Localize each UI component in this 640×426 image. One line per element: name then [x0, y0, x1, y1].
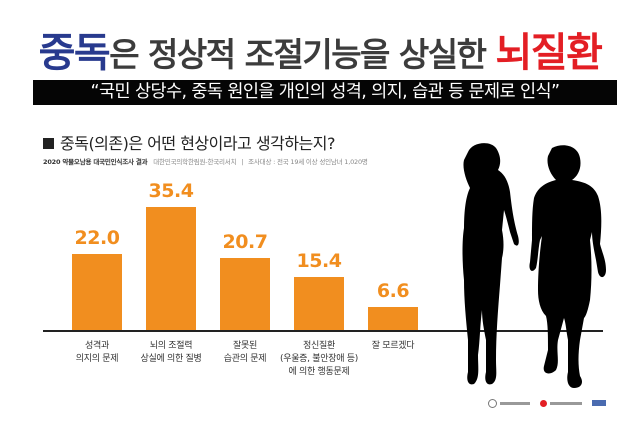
category-label: 뇌의 조절력 상실에 의한 질병: [140, 341, 202, 364]
logo-academy: [488, 398, 530, 408]
quote-banner: “국민 상당수, 중독 원인을 개인의 성격, 의지, 습관 등 문제로 인식”: [33, 80, 617, 105]
main-title: 중독은 정상적 조절기능을 상실한 뇌질환: [30, 30, 610, 76]
category-label: 잘못된 습관의 문제: [223, 341, 267, 364]
footer-logos: [488, 396, 606, 410]
category-label: 잘 모르겠다: [371, 341, 415, 351]
bar: [220, 258, 270, 330]
category-label: 정신질환 (우울증, 불안장애 등) 에 의한 행동문제: [280, 341, 358, 377]
bar-value-label: 20.7: [222, 231, 268, 254]
source-target: 조사대상 : 전국 19세 이상 성인남녀 1,020명: [248, 158, 368, 166]
couple-silhouette-icon: [462, 143, 606, 388]
survey-question: 중독(의존)은 어떤 현상이라고 생각하는지?: [43, 130, 335, 154]
survey-source: 2020 약물오남용 대국민인식조사 결과 대한민국의학한림원-한국리서치 | …: [43, 156, 368, 166]
logo-kyobo: [592, 400, 606, 406]
square-bullet-icon: [43, 138, 54, 149]
title-middle: 은 정상적 조절기능을 상실한: [109, 35, 496, 74]
bar-value-label: 35.4: [148, 180, 194, 203]
academy-emblem-icon: [488, 398, 497, 408]
source-org: 대한민국의학한림원-한국리서치: [153, 158, 237, 166]
bar: [72, 253, 122, 330]
heart-emblem-icon: [540, 399, 547, 407]
chart-baseline: [43, 330, 603, 332]
bar-value-label: 6.6: [376, 280, 410, 303]
source-separator: |: [241, 158, 244, 166]
bar-value-label: 15.4: [296, 249, 342, 272]
bar-value-label: 22.0: [74, 226, 120, 249]
question-text: 중독(의존)은 어떤 현상이라고 생각하는지?: [60, 134, 335, 153]
bar: [368, 307, 418, 330]
logo-association: [540, 399, 582, 407]
source-title: 2020 약물오남용 대국민인식조사 결과: [43, 158, 148, 166]
kyobo-logo-icon: [592, 400, 606, 406]
title-highlight-brain-disease: 뇌질환: [495, 30, 602, 76]
category-label: 성격과 의지의 문제: [75, 341, 119, 364]
title-highlight-addiction: 중독: [38, 30, 111, 76]
bar: [146, 207, 196, 330]
bar: [294, 276, 344, 330]
